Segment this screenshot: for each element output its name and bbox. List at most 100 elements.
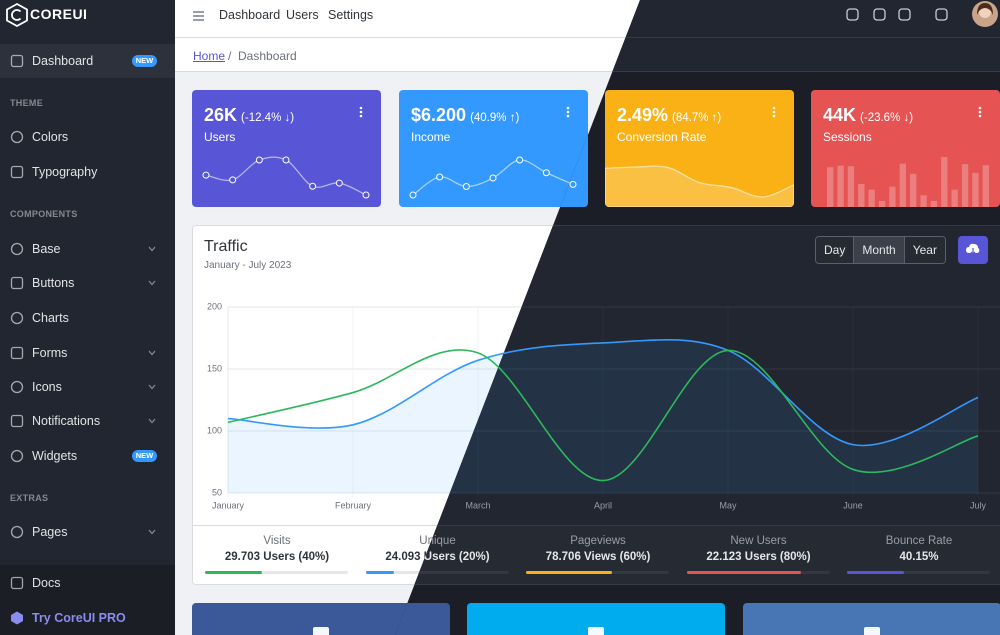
stat-value: 29.703 Users (40%) [224, 551, 330, 563]
icon-shape [846, 8, 859, 21]
widget-label: Conversion Rate [617, 130, 707, 144]
menu-dot [359, 110, 363, 114]
progress-track [205, 571, 348, 574]
y-tick-label: 100 [207, 425, 222, 435]
section-title: THEME [10, 98, 43, 108]
icon-shape [10, 130, 24, 144]
nav-icon [10, 576, 24, 590]
x-tick-label: March [465, 500, 490, 510]
widget-change: (-12.4% ↓) [241, 112, 295, 124]
sparkline-bar [910, 173, 917, 207]
nav-icon [11, 611, 23, 625]
header-nav-link[interactable]: Dashboard [219, 8, 281, 22]
nav-item-label[interactable]: Widgets [32, 449, 78, 463]
nav-icon [10, 242, 24, 256]
icon-shape [10, 449, 24, 463]
progress-track [847, 571, 990, 574]
x-tick-label: February [335, 500, 372, 510]
nav-item-label[interactable]: Try CoreUI PRO [32, 611, 126, 625]
sparkline-bar [858, 184, 865, 207]
nav-item-label[interactable]: Dashboard [32, 54, 94, 68]
toggle-button[interactable]: Year [903, 237, 945, 263]
icon-shape [10, 311, 24, 325]
stat-value: 22.123 Users (80%) [706, 551, 811, 563]
sparkline-point [569, 180, 577, 188]
sparkline-bar [972, 172, 979, 207]
menu-dot [772, 106, 776, 110]
y-tick-label: 50 [212, 487, 222, 497]
menu-dot [772, 114, 776, 118]
card-title: Traffic [204, 238, 248, 255]
nav-item-label[interactable]: Docs [32, 576, 61, 590]
menu-dot [566, 110, 570, 114]
breadcrumb-separator: / [228, 49, 232, 63]
widget-value: 44K [823, 105, 857, 125]
nav-item-bg[interactable] [0, 301, 175, 335]
stat-label: Bounce Rate [885, 535, 953, 547]
chevron-shape [148, 280, 156, 286]
nav-item-label[interactable]: Pages [32, 525, 68, 539]
nav-icon [10, 414, 24, 428]
widget-chart [409, 156, 577, 199]
nav-item-label[interactable]: Icons [32, 380, 62, 394]
sparkline-point [516, 156, 524, 164]
sparkline-bar [868, 189, 875, 207]
nav-item-label[interactable]: Buttons [32, 276, 75, 290]
nav-chevron [148, 418, 156, 424]
menu-dot [566, 114, 570, 118]
sparkline-point [282, 156, 290, 164]
widget-card: $6.200(40.9% ↑) Income [399, 90, 588, 207]
sparkline-point [409, 191, 417, 199]
sparkline-bar [941, 157, 948, 207]
breadcrumb-link[interactable]: Home [193, 49, 226, 63]
nav-item-label[interactable]: Forms [32, 346, 68, 360]
sparkline-bar [847, 166, 855, 207]
brand-logo [6, 2, 28, 28]
toggle-button[interactable]: Month [853, 237, 904, 263]
icon-shape [10, 276, 24, 290]
sparkline-bar [878, 200, 886, 207]
icon-shape [10, 525, 24, 539]
nav-item-label[interactable]: Base [32, 242, 61, 256]
nav-item-label[interactable]: Typography [32, 165, 98, 179]
nav-item-bg[interactable] [0, 120, 175, 154]
header-nav-link[interactable]: Users [286, 8, 319, 22]
download-button[interactable] [958, 236, 988, 264]
nav-item-bg[interactable] [0, 566, 175, 600]
sparkline-point [542, 169, 550, 177]
widget-label: Users [204, 130, 236, 144]
widget-menu [566, 106, 570, 118]
widget-card: 2.49%(84.7% ↑) Conversion Rate [605, 90, 794, 207]
progress-bar [526, 571, 612, 574]
logo-hex [6, 2, 28, 28]
widget-card: 44K(-23.6% ↓) Sessions [811, 90, 1000, 207]
header-icon [846, 8, 859, 21]
nav-chevron [148, 280, 156, 286]
toggle-button[interactable]: Day [816, 237, 854, 263]
menu-dot [978, 106, 982, 110]
widget-change: (-23.6% ↓) [860, 112, 914, 124]
nav-chevron [148, 350, 156, 356]
widget-menu [359, 106, 363, 118]
icon-shape [10, 380, 24, 394]
nav-item-label[interactable]: Charts [32, 311, 69, 325]
sparkline-point [255, 156, 263, 164]
nav-item-label[interactable]: Colors [32, 130, 69, 144]
widget-card: 26K(-12.4% ↓) Users [192, 90, 381, 207]
sparkline-bar [899, 163, 906, 207]
icon-shape [898, 8, 911, 21]
menu-dot [772, 110, 776, 114]
header-nav-link[interactable]: Settings [328, 8, 374, 22]
widget-value-row: $6.200(40.9% ↑) [411, 105, 519, 126]
sparkline-point [436, 173, 444, 181]
sidebar: COREUI Dashboard NEW THEME Colors Typography C… [0, 0, 175, 635]
icon-shape [10, 54, 24, 68]
series-line [395, 349, 979, 482]
progress-bar [205, 571, 263, 574]
widget-value: 26K [204, 105, 238, 125]
sparkline-point [229, 176, 237, 184]
x-tick-label: July [970, 500, 987, 510]
social-icon [864, 627, 880, 635]
nav-item-label[interactable]: Notifications [32, 414, 101, 428]
widget-chart [827, 157, 989, 207]
